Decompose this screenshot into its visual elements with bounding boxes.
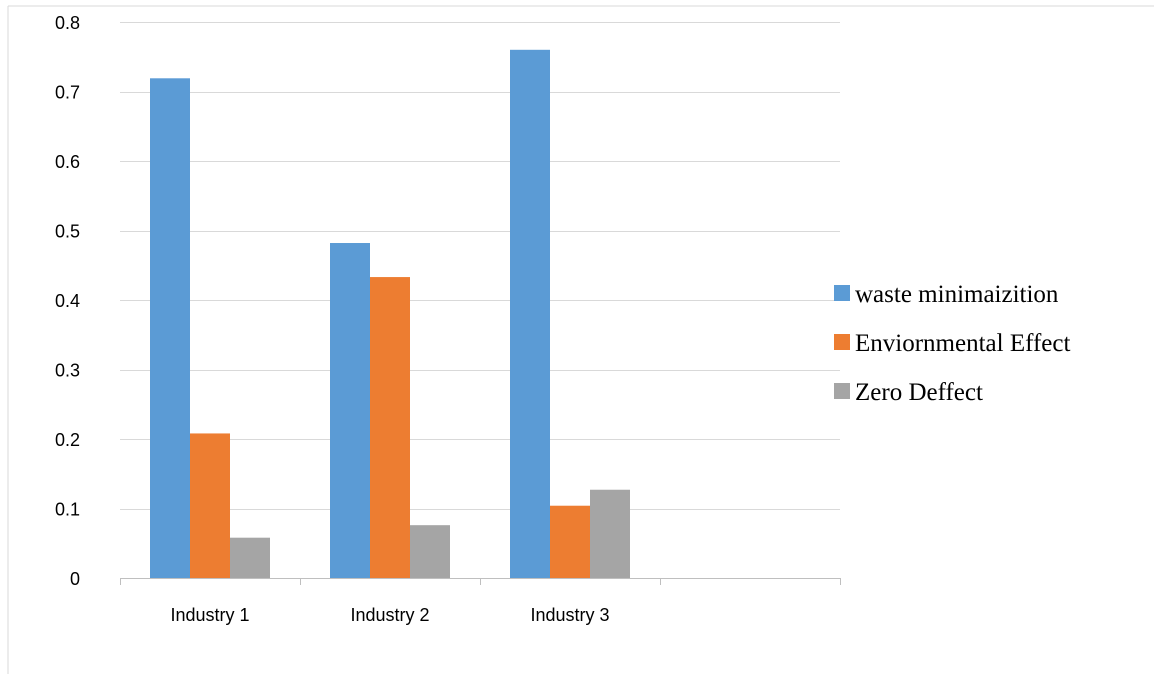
- legend-swatch: [834, 383, 850, 399]
- y-tick-label: 0.7: [55, 83, 80, 103]
- bar: [410, 525, 450, 578]
- bar: [590, 489, 630, 578]
- legend-label: Enviornmental Effect: [855, 330, 1070, 357]
- bar: [510, 49, 550, 579]
- x-tick-label: Industry 3: [530, 605, 609, 625]
- legend-swatch: [834, 285, 850, 301]
- bar: [370, 277, 410, 578]
- y-tick-labels: 0 0.1 0.2 0.3 0.4 0.5 0.6 0.7 0.8: [55, 13, 80, 589]
- y-tick-label: 0.2: [55, 430, 80, 450]
- y-tick-label: 0: [70, 569, 80, 589]
- x-axis: [120, 578, 841, 585]
- y-tick-label: 0.4: [55, 291, 80, 311]
- bar: [190, 433, 230, 578]
- legend: waste minimaizition Enviornmental Effect Z…: [834, 281, 1070, 406]
- x-tick-labels: Industry 1 Industry 2 Industry 3: [170, 605, 609, 625]
- bars: [150, 49, 630, 579]
- y-tick-label: 0.6: [55, 152, 80, 172]
- x-tick-label: Industry 1: [170, 605, 249, 625]
- y-tick-label: 0.1: [55, 500, 80, 520]
- bar: [230, 537, 270, 578]
- legend-label: waste minimaizition: [855, 281, 1059, 308]
- legend-swatch: [834, 334, 850, 350]
- y-tick-label: 0.5: [55, 222, 80, 242]
- legend-label: Zero Deffect: [855, 379, 983, 406]
- bar: [550, 505, 590, 578]
- gridlines: [120, 22, 840, 510]
- y-tick-label: 0.8: [55, 13, 80, 33]
- bar: [330, 243, 370, 578]
- y-tick-label: 0.3: [55, 361, 80, 381]
- bar: [150, 78, 190, 579]
- x-tick-label: Industry 2: [350, 605, 429, 625]
- chart-frame: [7, 5, 1154, 674]
